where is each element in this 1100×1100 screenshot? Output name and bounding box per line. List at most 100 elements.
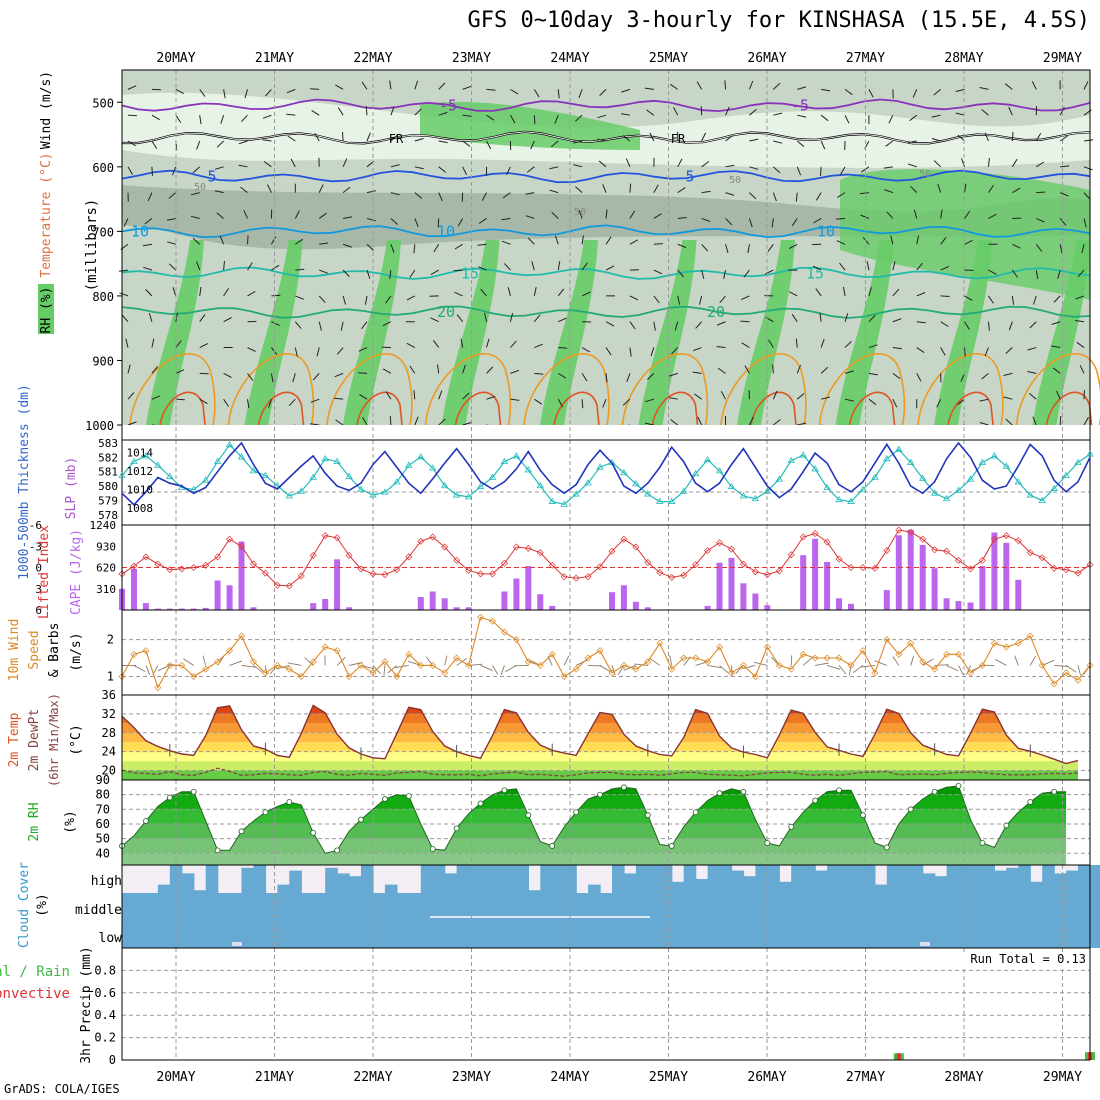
- slp-point: [381, 488, 389, 495]
- cape-bar: [644, 607, 651, 610]
- wind-barb: [240, 114, 248, 123]
- wind-barb: [190, 192, 200, 196]
- rh-point: [166, 794, 173, 801]
- wind-legend-label: Wind (m/s): [39, 71, 54, 149]
- slp-point: [895, 445, 903, 452]
- surface-wind-barb: [229, 660, 243, 666]
- lifted-index-point: [154, 560, 162, 568]
- wind-barb: [621, 88, 631, 93]
- wind-barb: [334, 372, 344, 378]
- cloud-bar: [910, 922, 924, 948]
- wind-speed-point: [955, 650, 963, 658]
- wind-barb: [462, 166, 468, 176]
- cloud-bar: [217, 893, 231, 922]
- wind-barb: [366, 269, 371, 279]
- lifted-index-point: [488, 570, 496, 578]
- cape-bar: [226, 585, 233, 610]
- lifted-index-point: [178, 565, 186, 573]
- wind-barb: [533, 89, 540, 98]
- lifted-index-point: [297, 572, 305, 580]
- cloud-bar: [1078, 893, 1091, 922]
- cloud-bar: [528, 890, 541, 893]
- wind-barb: [602, 398, 607, 408]
- wind-barb: [216, 140, 224, 148]
- wind-barb: [836, 240, 846, 245]
- wind-barb: [312, 373, 320, 381]
- slp-point: [536, 481, 544, 489]
- rh-point: [1027, 799, 1034, 805]
- cloud-bar: [731, 893, 745, 922]
- wind-barb: [1004, 83, 1013, 90]
- slp-point: [524, 466, 533, 473]
- lifted-index-point: [393, 566, 401, 574]
- wind-barb: [531, 261, 535, 271]
- cloud-bar: [408, 922, 422, 948]
- wind-barb: [578, 89, 583, 98]
- slp-point: [464, 493, 473, 500]
- surface-wind-barb: [1029, 655, 1036, 666]
- lifted-index-point: [955, 556, 963, 564]
- isotherm-25: [326, 352, 413, 426]
- wind-axis-label-3: & Barbs: [47, 623, 62, 678]
- slp-point: [954, 486, 963, 493]
- wind-barb: [844, 88, 853, 96]
- wind-barb: [389, 80, 392, 90]
- wind-speed-point: [142, 647, 150, 655]
- wind-barb: [979, 87, 989, 90]
- wind-speed-point: [739, 661, 747, 669]
- wind-barb: [438, 390, 443, 400]
- cloud-bar: [157, 884, 171, 893]
- wind-barb: [390, 164, 400, 168]
- cloud-bar: [659, 893, 673, 922]
- surface-wind-barb: [695, 660, 709, 666]
- cape-bar: [166, 608, 173, 610]
- wind-barb: [342, 186, 351, 194]
- rh-band: [122, 823, 1067, 839]
- wind-barb: [1003, 372, 1013, 376]
- cloud-bar: [600, 922, 613, 948]
- cloud-bar: [420, 893, 434, 922]
- wind-barb: [270, 373, 274, 383]
- cape-bar: [979, 566, 986, 610]
- isotherm-label: FR: [389, 132, 404, 146]
- slp-point: [859, 485, 867, 492]
- wind-barb: [964, 239, 973, 245]
- wind-barb: [771, 218, 774, 228]
- lifted-index-point: [369, 570, 377, 578]
- wind-barb: [573, 140, 583, 144]
- cloud-bar: [432, 922, 446, 948]
- lifted-index-point: [644, 559, 652, 567]
- slp-point: [596, 463, 604, 470]
- wind-barb: [558, 317, 567, 323]
- wind-barb: [940, 265, 950, 271]
- rh-band: [122, 853, 1067, 865]
- rh-point: [931, 788, 938, 795]
- wind-barb: [262, 114, 272, 119]
- cloud-bar: [265, 922, 278, 948]
- precip-axis-label: 3hr Precip (mm): [79, 946, 94, 1063]
- wind-barb: [988, 184, 994, 193]
- rh-legend-swatch: [38, 284, 54, 334]
- cape-tick: 1240: [90, 519, 117, 532]
- wind-barb: [862, 237, 870, 245]
- wind-barb: [127, 166, 133, 175]
- surface-wind-barb: [480, 665, 493, 671]
- wind-barb: [647, 373, 655, 380]
- precip-legend-total: Total / Rain: [0, 964, 70, 980]
- wind-barb: [1035, 161, 1045, 168]
- wind-barb: [815, 192, 822, 201]
- cape-bar: [1003, 542, 1010, 610]
- lifted-index-point: [847, 564, 855, 571]
- rh-point: [668, 843, 675, 849]
- cloud-bar: [588, 922, 601, 948]
- wind-barb: [674, 321, 679, 331]
- surface-wind-barb: [719, 665, 729, 674]
- wind-barb: [223, 372, 232, 379]
- wind-barb: [319, 269, 328, 274]
- wind-barb: [772, 82, 781, 90]
- rh-point: [621, 784, 627, 791]
- wind-barb: [717, 367, 726, 374]
- wind-speed-point: [226, 647, 234, 655]
- temperature-tick: 28: [102, 726, 116, 740]
- wind-barb: [773, 112, 783, 116]
